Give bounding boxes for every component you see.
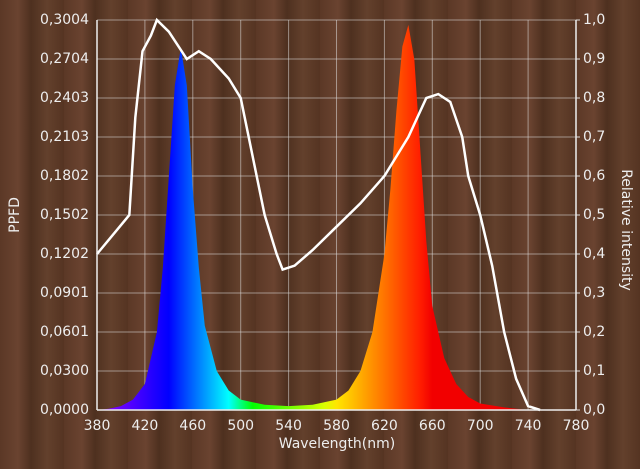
y2-tick-label: 0,6	[583, 168, 605, 184]
intensity-line	[96, 17, 541, 412]
x-tick-label: 700	[467, 418, 494, 434]
x-tick-label: 780	[563, 418, 590, 434]
y-tick-label: 0,2103	[40, 129, 89, 145]
y-tick-label: 0,3004	[40, 12, 89, 28]
x-tick-label: 500	[227, 418, 254, 434]
y2-tick-label: 0,8	[583, 90, 605, 106]
y-tick-label: 0,0300	[40, 363, 89, 379]
y-tick-label: 0,1202	[40, 246, 89, 262]
y-axis-label: PPFD	[7, 197, 23, 233]
y-tick-label: 0,2403	[40, 90, 89, 106]
y-tick-label: 0,1802	[40, 168, 89, 184]
y2-tick-label: 1,0	[583, 12, 605, 28]
x-tick-label: 540	[275, 418, 302, 434]
y-tick-label: 0,2704	[40, 51, 89, 67]
y2-tick-label: 0,7	[583, 129, 605, 145]
spectrum-area	[97, 24, 576, 411]
x-axis-label: Wavelength(nm)	[279, 436, 395, 452]
y-tick-label: 0,0901	[40, 285, 89, 301]
x-tick-label: 380	[84, 418, 111, 434]
y-tick-label: 0,1502	[40, 207, 89, 223]
x-tick-label: 460	[179, 418, 206, 434]
x-tick-label: 580	[323, 418, 350, 434]
y2-axis-label: Relative intensity	[618, 169, 634, 291]
y2-tick-label: 0,2	[583, 324, 605, 340]
y2-tick-label: 0,9	[583, 51, 605, 67]
y2-tick-label: 0,3	[583, 285, 605, 301]
x-tick-label: 660	[419, 418, 446, 434]
y2-tick-label: 0,5	[583, 207, 605, 223]
y-tick-label: 0,0000	[40, 402, 89, 418]
y2-tick-label: 0,4	[583, 246, 605, 262]
y-tick-label: 0,0601	[40, 324, 89, 340]
y2-tick-label: 0,0	[583, 402, 605, 418]
x-tick-label: 620	[371, 418, 398, 434]
y2-tick-label: 0,1	[583, 363, 605, 379]
x-tick-label: 420	[132, 418, 159, 434]
x-tick-label: 740	[515, 418, 542, 434]
